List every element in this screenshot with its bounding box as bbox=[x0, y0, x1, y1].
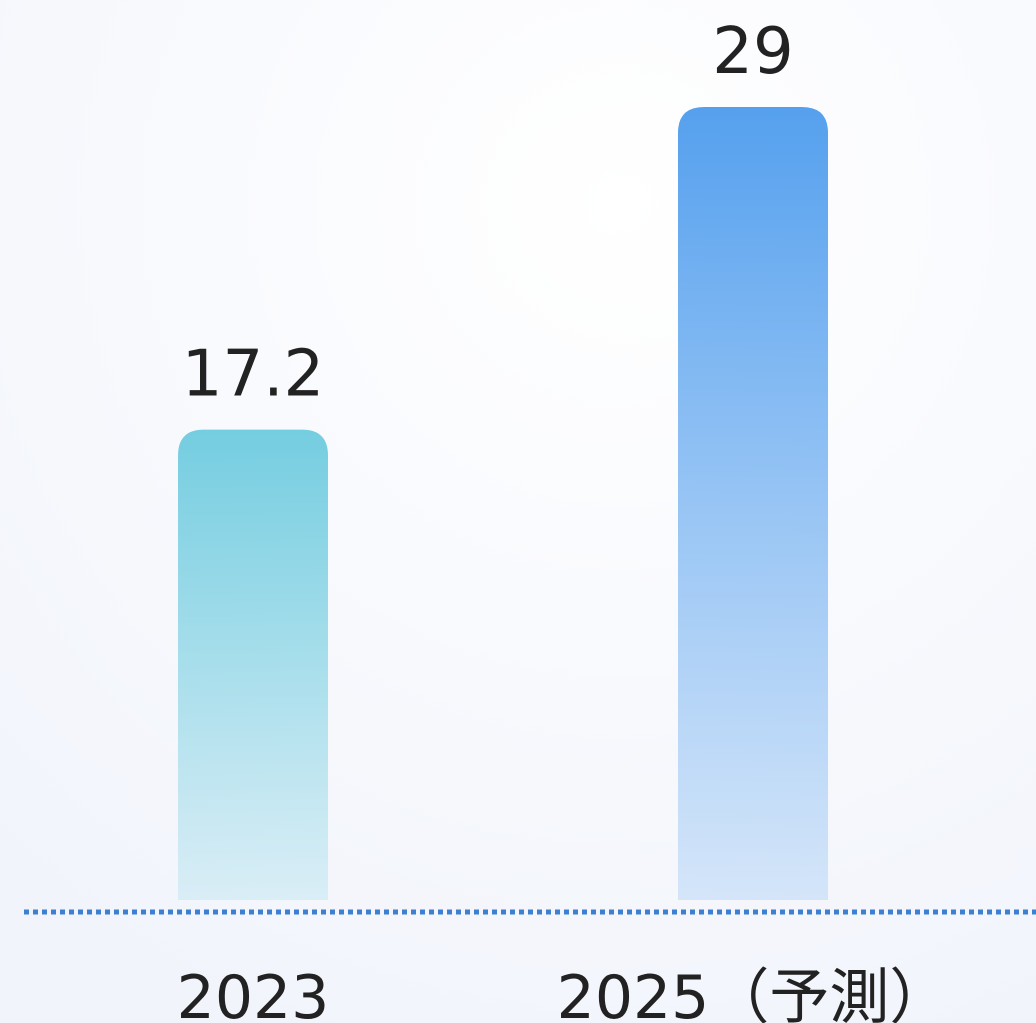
x-tick-label: 2025（予測） bbox=[557, 963, 950, 1023]
value-label: 29 bbox=[712, 15, 793, 89]
bar bbox=[678, 107, 828, 900]
value-label: 17.2 bbox=[182, 338, 325, 412]
bar bbox=[178, 429, 328, 900]
x-tick-label: 2023 bbox=[177, 963, 330, 1023]
